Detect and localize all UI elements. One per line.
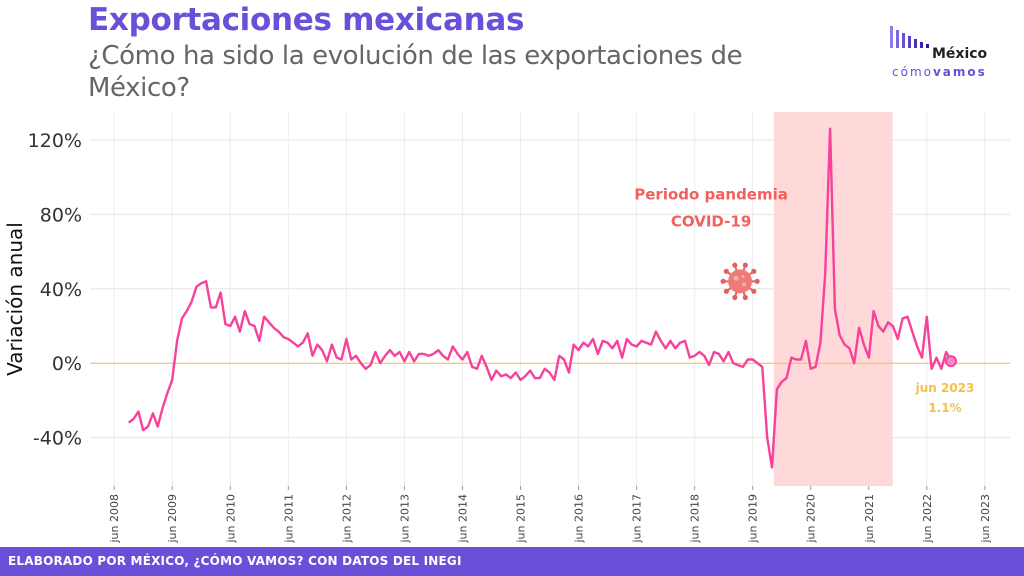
virus-spike-tip <box>732 262 738 268</box>
y-tick-label: 40% <box>40 279 82 301</box>
virus-spike-tip <box>720 278 726 284</box>
virus-icon <box>720 262 760 301</box>
pandemic-annotation: COVID-19 <box>671 212 751 230</box>
virus-spike-tip <box>754 278 760 284</box>
x-tick-label: jun 2018 <box>689 494 702 544</box>
x-tick-label: jun 2016 <box>573 494 586 544</box>
pandemic-period-shade <box>773 112 893 486</box>
pandemic-annotation: Periodo pandemia <box>634 185 788 203</box>
x-tick-label: jun 2017 <box>631 494 644 544</box>
virus-spike-tip <box>723 268 729 274</box>
virus-body <box>728 269 753 294</box>
logo-word: México <box>932 46 988 62</box>
x-tick-label: jun 2009 <box>166 494 179 544</box>
x-tick-label: jun 2012 <box>340 494 353 544</box>
mexico-como-vamos-logo: México cómovamos <box>888 24 1008 84</box>
logo-tagline: cómovamos <box>892 65 987 79</box>
x-tick-label: jun 2021 <box>863 494 876 544</box>
virus-spike-tip <box>742 262 748 268</box>
logo-bars-icon <box>890 26 929 48</box>
line-chart: -40% 0% 40% 80% 120% jun 2008 jun 2009 jun 2010… <box>3 112 1010 544</box>
chart-subtitle: ¿Cómo ha sido la evolución de las export… <box>88 41 743 103</box>
y-axis-label: Variación anual <box>3 222 27 376</box>
last-point-label: 1.1% <box>928 401 961 415</box>
y-tick-label: 0% <box>52 353 82 375</box>
y-tick-label: 80% <box>40 204 82 226</box>
virus-spot <box>742 282 747 287</box>
x-tick-label: jun 2010 <box>224 494 237 544</box>
y-tick-label: -40% <box>33 428 82 450</box>
last-point-label: jun 2023 <box>915 381 975 395</box>
last-data-point <box>944 355 957 368</box>
virus-spike-tip <box>751 268 757 274</box>
virus-spike-tip <box>742 294 748 301</box>
chart-title: Exportaciones mexicanas <box>88 2 525 38</box>
virus-spot <box>733 275 739 281</box>
virus-spike-tip <box>723 288 729 294</box>
footer-bar: ELABORADO POR MÉXICO, ¿CÓMO VAMOS? CON D… <box>0 547 1024 576</box>
x-tick-label: jun 2015 <box>514 494 527 544</box>
virus-spike-tip <box>751 288 757 294</box>
x-tick-label: jun 2011 <box>282 494 295 544</box>
source-note: ELABORADO POR MÉXICO, ¿CÓMO VAMOS? CON D… <box>8 554 462 568</box>
x-tick-label: jun 2023 <box>979 494 992 544</box>
virus-spike-tip <box>732 294 738 301</box>
x-tick-label: jun 2014 <box>456 494 469 543</box>
x-tick-label: jun 2020 <box>805 494 818 544</box>
x-tick-label: jun 2019 <box>747 494 760 544</box>
virus-spot <box>741 274 745 278</box>
y-tick-label: 120% <box>28 130 82 152</box>
x-tick-label: jun 2022 <box>921 494 934 544</box>
x-tick-label: jun 2008 <box>108 494 121 544</box>
x-tick-label: jun 2013 <box>398 494 411 544</box>
